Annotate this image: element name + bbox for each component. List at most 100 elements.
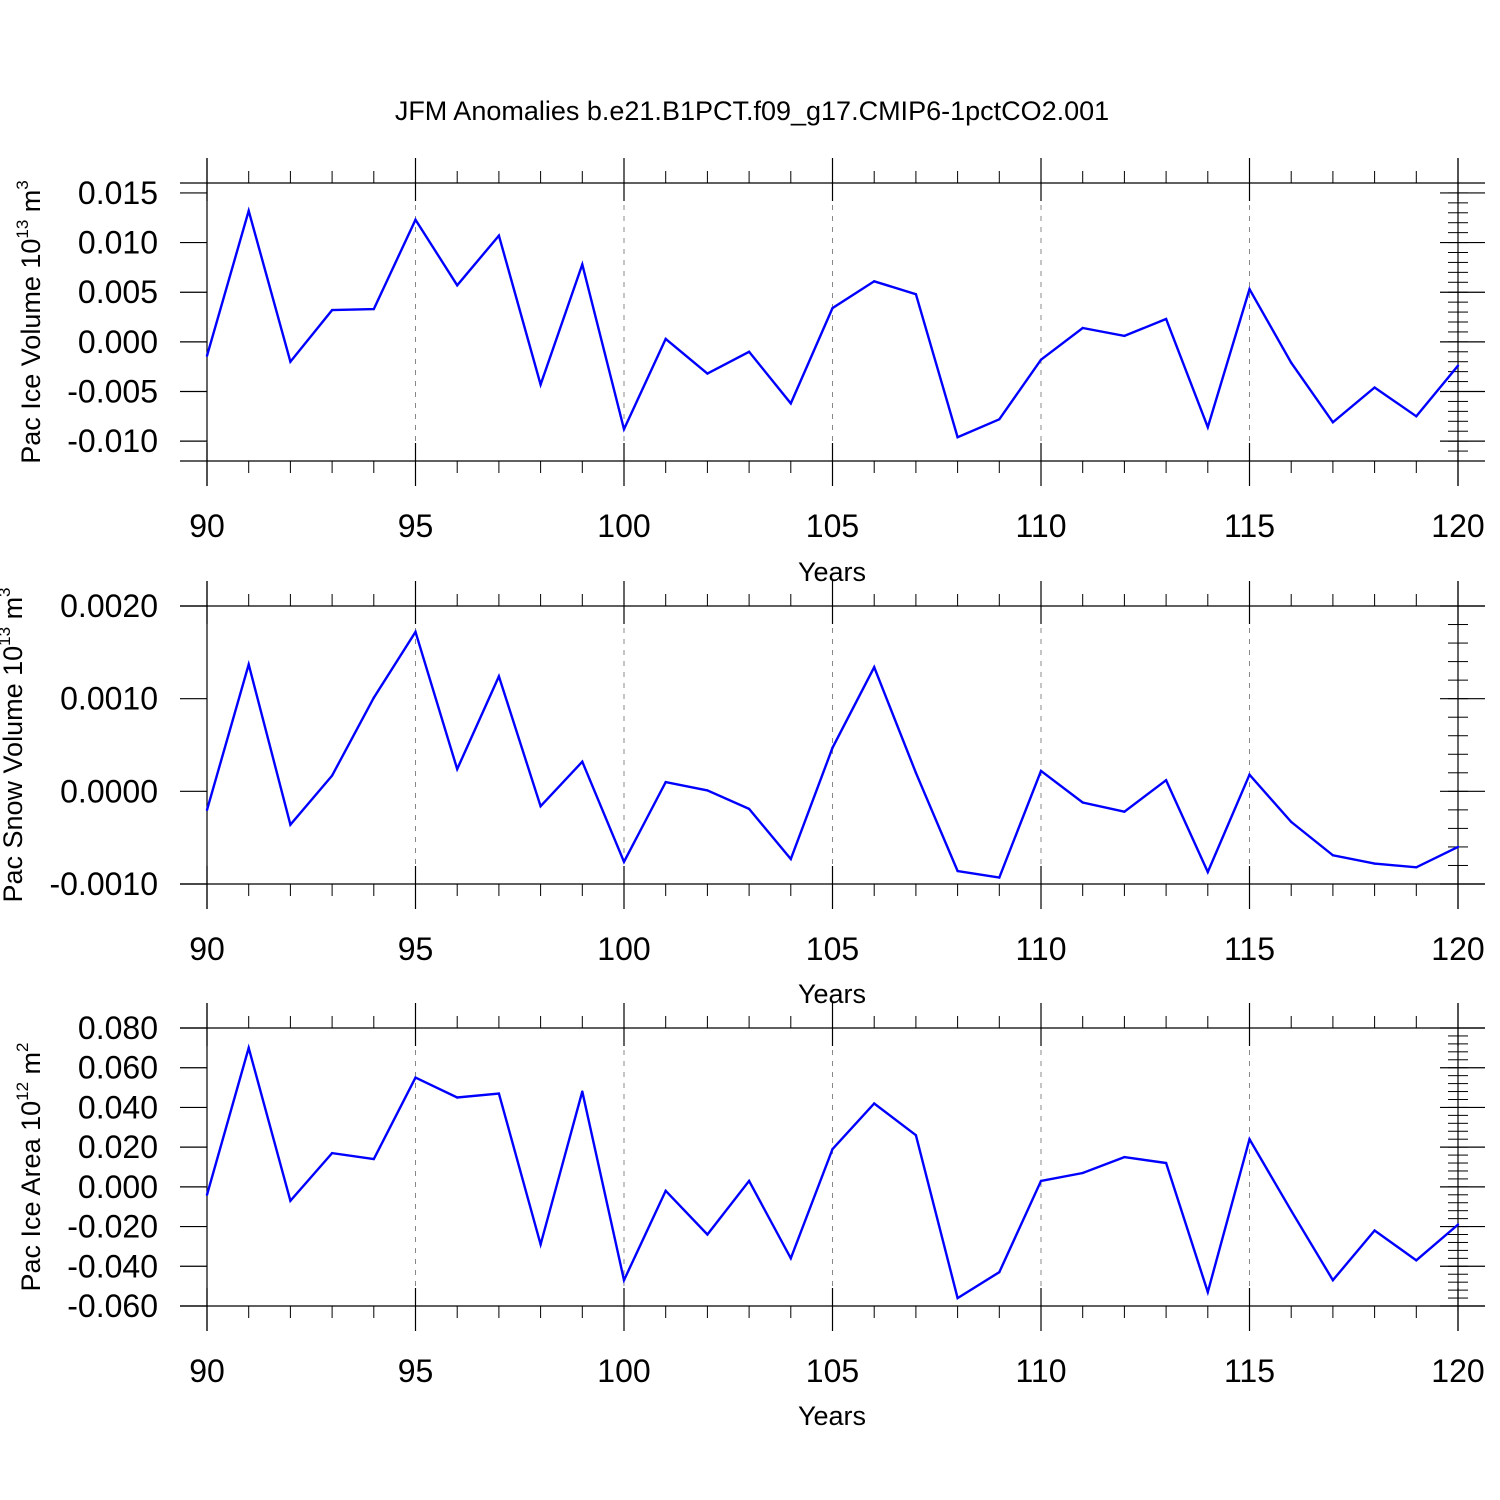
data-point — [289, 823, 292, 826]
data-point — [664, 337, 667, 341]
y-axis-label: Pac Snow Volume 1013 m3 — [0, 587, 28, 902]
data-point — [622, 1278, 626, 1282]
y-axis-label-unit: m — [0, 597, 28, 627]
data-point — [1081, 801, 1084, 804]
data-point — [289, 360, 292, 363]
y-axis-label-exponent: 13 — [0, 627, 14, 646]
y-tick-label: 0.0020 — [60, 588, 158, 624]
x-tick-label: 115 — [1224, 508, 1275, 544]
data-point — [1415, 415, 1418, 418]
data-point — [247, 663, 250, 666]
y-axis-label-exponent: 12 — [13, 1082, 32, 1101]
data-point — [706, 1233, 709, 1236]
data-point — [706, 789, 709, 792]
data-point — [1039, 769, 1043, 773]
data-point — [497, 234, 501, 237]
y-tick-label: 0.000 — [78, 324, 158, 360]
data-point — [1248, 288, 1251, 291]
data-point — [747, 807, 751, 811]
data-point — [664, 1189, 667, 1193]
data-point — [1290, 361, 1293, 364]
data-point — [414, 1076, 417, 1079]
data-point — [539, 1243, 542, 1246]
data-point — [581, 760, 584, 763]
y-tick-label: -0.040 — [67, 1248, 158, 1284]
data-point — [414, 218, 417, 221]
y-tick-label: 0.015 — [78, 175, 158, 211]
y-tick-label: 0.0000 — [60, 773, 158, 809]
data-point — [956, 435, 959, 439]
data-point — [831, 746, 834, 749]
data-point — [873, 1102, 876, 1105]
x-tick-label: 115 — [1224, 931, 1275, 967]
y-tick-label: -0.0010 — [49, 866, 158, 902]
x-tick-label: 100 — [597, 508, 650, 544]
data-point — [789, 857, 792, 861]
data-point — [1373, 862, 1376, 865]
x-tick-label: 120 — [1431, 1353, 1484, 1389]
x-tick-label: 100 — [597, 931, 650, 967]
data-point — [664, 780, 667, 784]
data-point — [372, 696, 375, 699]
data-point — [1373, 1229, 1376, 1232]
data-point — [873, 280, 876, 283]
data-point — [998, 1271, 1001, 1274]
data-point — [1415, 866, 1418, 869]
x-tick-label: 110 — [1015, 931, 1066, 967]
y-axis-label-exponent: 13 — [13, 220, 32, 239]
data-point — [956, 869, 959, 873]
data-point — [622, 860, 626, 863]
data-point — [1081, 326, 1084, 330]
y-axis-label-text: Pac Ice Area 10 — [16, 1101, 46, 1292]
y-tick-label: 0.060 — [78, 1050, 158, 1086]
data-point — [706, 372, 709, 375]
data-point — [1164, 1161, 1168, 1165]
data-point — [330, 308, 334, 312]
y-tick-label: 0.000 — [78, 1169, 158, 1205]
data-point — [789, 402, 792, 405]
y-axis-label-unit: m — [16, 190, 46, 220]
y-axis-label-unit: m — [16, 1052, 46, 1082]
data-point — [205, 354, 209, 357]
y-tick-label: -0.020 — [67, 1209, 158, 1245]
data-point — [1290, 1209, 1293, 1212]
data-point — [539, 383, 542, 386]
x-tick-label: 105 — [806, 508, 859, 544]
data-point — [1331, 1278, 1335, 1282]
y-axis-label-text: Pac Snow Volume 10 — [0, 646, 28, 903]
figure-title: JFM Anomalies b.e21.B1PCT.f09_g17.CMIP6-… — [395, 96, 1109, 126]
data-point — [1331, 421, 1335, 424]
y-axis-label: Pac Ice Area 1012 m2 — [13, 1042, 46, 1291]
data-point — [789, 1257, 792, 1260]
data-point — [1456, 845, 1460, 849]
data-point — [1164, 779, 1168, 782]
x-tick-label: 95 — [398, 931, 434, 967]
y-tick-label: -0.060 — [67, 1288, 158, 1324]
panels: -0.010 -0.005 0.000 0.005 0.010 0.015 90 95 100 1… — [0, 158, 1485, 1431]
data-point — [414, 630, 417, 634]
y-axis-label-text: Pac Ice Volume 10 — [16, 239, 46, 464]
y-axis-label-unit-exponent: 2 — [13, 1042, 32, 1051]
data-point — [622, 428, 626, 431]
data-point — [1123, 810, 1126, 813]
y-tick-label: -0.005 — [67, 374, 158, 410]
data-point — [539, 804, 542, 808]
x-tick-label: 95 — [398, 508, 434, 544]
data-point — [1290, 820, 1293, 824]
x-tick-label: 90 — [189, 508, 225, 544]
x-tick-label: 90 — [189, 1353, 225, 1389]
data-point — [1373, 386, 1376, 389]
data-point — [914, 293, 918, 296]
data-point — [1206, 1290, 1210, 1294]
y-axis-label-unit-exponent: 3 — [0, 587, 14, 596]
data-point — [747, 350, 751, 353]
data-point — [205, 808, 209, 812]
data-point — [1039, 358, 1043, 361]
y-tick-label: 0.0010 — [60, 681, 158, 717]
x-tick-label: 110 — [1015, 1353, 1066, 1389]
data-point — [1456, 364, 1460, 367]
x-tick-label: 120 — [1431, 931, 1484, 967]
y-tick-label: 0.040 — [78, 1089, 158, 1125]
data-point — [372, 307, 375, 311]
